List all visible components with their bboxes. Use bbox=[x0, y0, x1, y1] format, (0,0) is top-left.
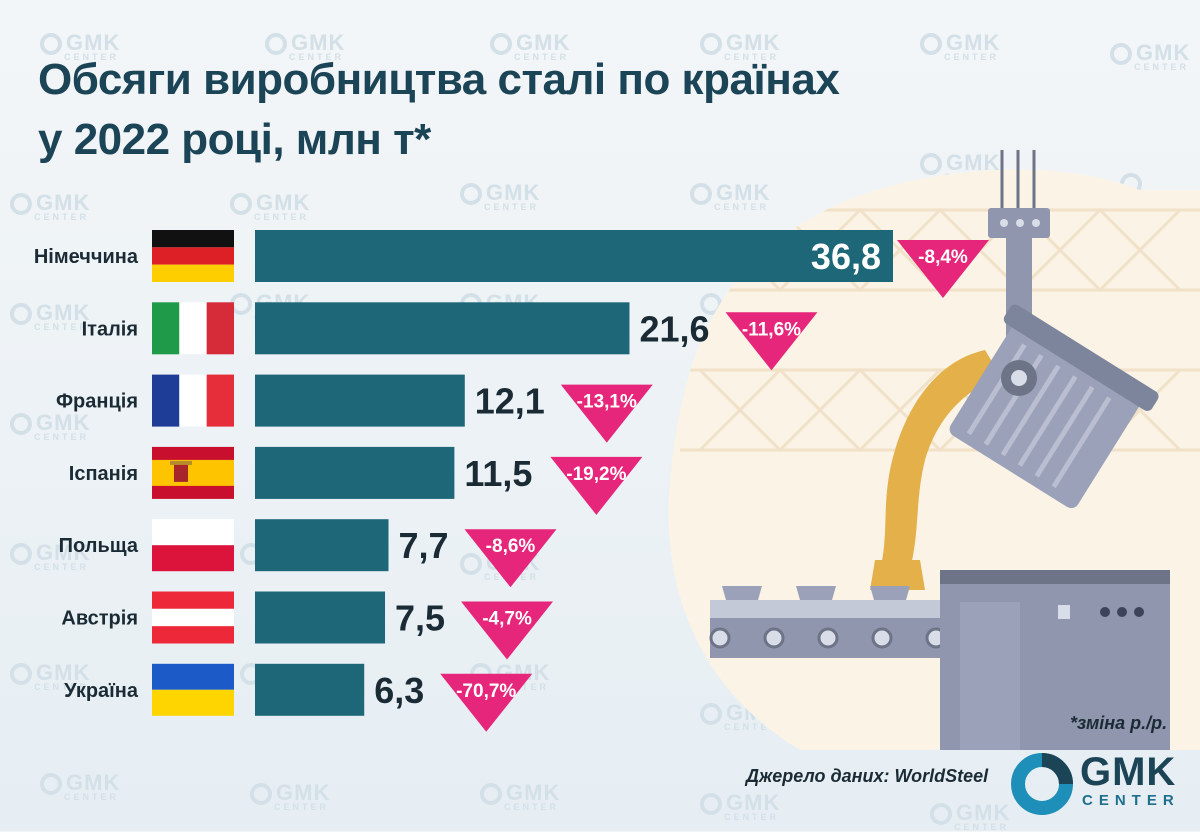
value-label: 36,8 bbox=[811, 236, 881, 277]
footnote: *зміна р./р. bbox=[1070, 713, 1168, 733]
bar bbox=[255, 230, 893, 282]
value-label: 6,3 bbox=[374, 670, 424, 711]
bar bbox=[255, 519, 389, 572]
value-label: 12,1 bbox=[475, 381, 545, 422]
category-label: Австрія bbox=[61, 608, 138, 630]
category-label: Польща bbox=[59, 535, 139, 557]
change-label: -13,1% bbox=[577, 392, 637, 413]
france-flag bbox=[152, 374, 234, 427]
change-badge bbox=[461, 601, 554, 660]
change-badge bbox=[440, 673, 533, 732]
gmk-logo-icon bbox=[1011, 753, 1073, 815]
chart-title: Обсяги виробництва сталі по країнах у 20… bbox=[38, 50, 840, 170]
germany-flag bbox=[152, 230, 234, 282]
change-label: -8,4% bbox=[918, 247, 968, 268]
ukraine-flag bbox=[152, 663, 234, 716]
logo-name: GMK bbox=[1080, 750, 1177, 794]
category-label: Україна bbox=[64, 680, 139, 702]
italy-flag bbox=[152, 302, 234, 355]
value-label: 7,5 bbox=[395, 598, 445, 639]
change-badge bbox=[550, 456, 643, 515]
poland-flag bbox=[152, 519, 234, 572]
bar bbox=[255, 591, 386, 644]
austria-flag bbox=[152, 591, 234, 644]
category-label: Франція bbox=[56, 391, 138, 413]
change-label: -4,7% bbox=[482, 609, 532, 630]
source-note: Джерело даних: WorldSteel bbox=[746, 766, 989, 786]
category-label: Німеччина bbox=[34, 246, 139, 268]
change-label: -70,7% bbox=[456, 681, 516, 702]
bar bbox=[255, 446, 455, 499]
spain-flag bbox=[152, 446, 234, 499]
title-line-2: у 2022 році, млн т* bbox=[38, 115, 431, 164]
bar bbox=[255, 374, 465, 427]
value-label: 11,5 bbox=[464, 453, 532, 494]
title-line-1: Обсяги виробництва сталі по країнах bbox=[38, 55, 840, 104]
change-label: -19,2% bbox=[566, 464, 626, 485]
category-label: Італія bbox=[82, 318, 138, 340]
change-label: -11,6% bbox=[742, 319, 801, 340]
change-badge bbox=[725, 312, 818, 371]
value-label: 7,7 bbox=[398, 525, 448, 566]
bar bbox=[255, 302, 630, 355]
change-badge bbox=[464, 529, 557, 588]
bar bbox=[255, 663, 365, 716]
category-label: Іспанія bbox=[69, 463, 138, 485]
change-badge bbox=[897, 240, 989, 298]
logo-subtitle: CENTER bbox=[1082, 792, 1180, 809]
change-label: -8,6% bbox=[486, 536, 536, 557]
value-label: 21,6 bbox=[639, 308, 709, 349]
change-badge bbox=[560, 384, 653, 443]
